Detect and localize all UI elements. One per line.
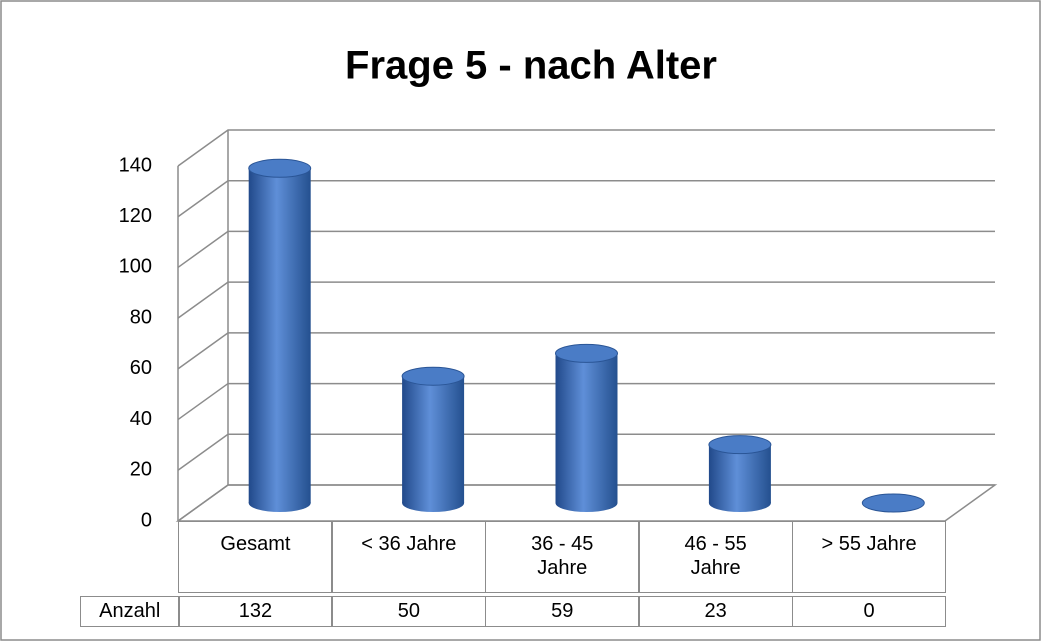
category-cell: < 36 Jahre — [331, 521, 487, 593]
plot-area: 0 20 40 60 80 100 120 140 — [119, 129, 998, 531]
grid-line — [177, 332, 995, 370]
category-cell: > 55 Jahre — [791, 521, 947, 593]
value-cell: 132 — [178, 596, 333, 627]
y-tick-label: 60 — [130, 357, 152, 379]
y-tick-label: 20 — [130, 459, 152, 481]
grid-line — [177, 433, 995, 471]
bar-top — [248, 158, 312, 178]
y-tick-label: 0 — [141, 509, 152, 531]
bar-body — [708, 444, 771, 503]
grid-line — [177, 281, 995, 319]
bar — [248, 158, 312, 512]
bar — [401, 366, 465, 512]
category-cell: 36 - 45 Jahre — [484, 521, 640, 593]
bar-bottom — [248, 494, 311, 512]
bar — [555, 343, 618, 512]
value-cell: 59 — [484, 596, 640, 627]
bar-body — [248, 168, 311, 504]
series-name-cell: Anzahl — [80, 596, 180, 627]
y-tick-label: 140 — [119, 154, 152, 176]
bar — [861, 493, 925, 513]
bar-body — [555, 353, 618, 503]
y-tick-label: 40 — [130, 408, 152, 430]
bar-bottom — [402, 494, 465, 512]
bar-bottom — [555, 494, 618, 512]
chart-title: Frage 5 - nach Alter — [345, 44, 717, 88]
bar-bottom — [708, 494, 771, 512]
grid-line — [177, 382, 995, 421]
y-tick-label: 120 — [119, 205, 152, 227]
category-cell: Gesamt — [178, 521, 333, 593]
bar — [708, 435, 772, 512]
grid-line — [177, 179, 995, 218]
y-tick-label: 80 — [130, 306, 152, 328]
grid-line — [177, 230, 995, 269]
bar-top — [555, 343, 618, 363]
value-cell: 50 — [331, 596, 487, 627]
value-cell: 0 — [791, 596, 947, 627]
grid-line — [177, 129, 995, 167]
bar-top — [708, 435, 772, 455]
bar-body — [402, 376, 465, 503]
bar-top — [401, 366, 465, 386]
category-cell: 46 - 55 Jahre — [638, 521, 794, 593]
value-cell: 23 — [638, 596, 794, 627]
bar-top — [861, 493, 925, 513]
y-tick-label: 100 — [119, 256, 152, 278]
